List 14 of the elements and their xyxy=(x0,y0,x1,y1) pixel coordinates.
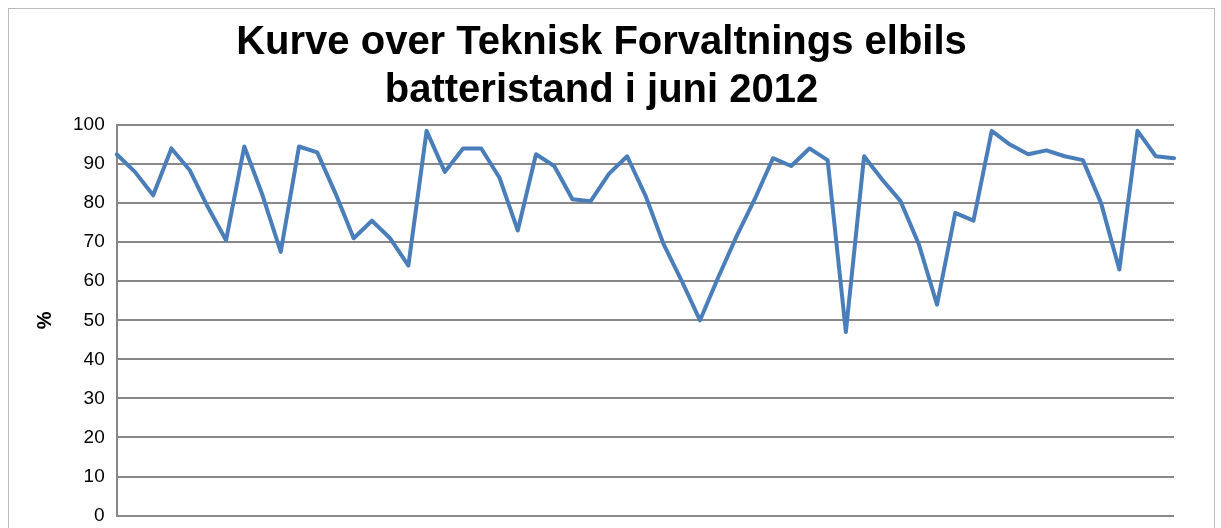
y-tick-label: 80 xyxy=(83,191,105,213)
y-tick-label: 40 xyxy=(83,347,105,369)
y-tick-label: 70 xyxy=(83,230,105,252)
y-tick-label: 20 xyxy=(83,425,105,447)
y-tick-label: 0 xyxy=(94,503,105,525)
y-tick-label: 50 xyxy=(83,308,105,330)
text: Kurve over Teknisk Forvaltnings elbils xyxy=(236,18,967,63)
y-axis-title: % xyxy=(32,311,55,330)
y-tick-label: 10 xyxy=(83,464,105,486)
y-tick-label: 100 xyxy=(73,113,105,135)
y-tick-label: 30 xyxy=(83,386,105,408)
y-tick-label: 60 xyxy=(83,269,105,291)
y-tick-label: 90 xyxy=(83,152,105,174)
text: batteristand i juni 2012 xyxy=(384,66,819,111)
